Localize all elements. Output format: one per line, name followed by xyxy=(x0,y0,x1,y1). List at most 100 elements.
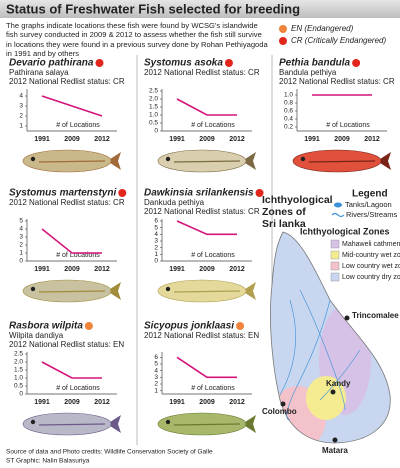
y-axis-label: # of Locations xyxy=(191,385,235,392)
legend-label: Mid-country wet zone xyxy=(342,252,400,259)
y-axis-label: # of Locations xyxy=(56,252,100,259)
y-tick-label: 1.0 xyxy=(14,375,23,382)
fish-stripe xyxy=(173,423,241,426)
fish-tail xyxy=(107,415,121,433)
legend-swatch xyxy=(330,250,340,260)
fish-stripe xyxy=(38,423,106,426)
city-dot xyxy=(332,437,338,443)
x-tick-label: 1991 xyxy=(34,136,50,143)
footer-text: ST Graphic: Nalin Balasuriya xyxy=(6,458,90,465)
fish-eye xyxy=(165,419,171,425)
y-tick-label: 3 xyxy=(19,234,23,241)
chart-title: Sicyopus jonklaasi xyxy=(144,321,234,332)
y-tick-label: 1 xyxy=(19,250,23,257)
x-tick-label: 2009 xyxy=(64,266,80,273)
x-tick-label: 2012 xyxy=(94,266,110,273)
y-tick-label: 6 xyxy=(154,218,158,225)
city-label: Kandy xyxy=(326,379,351,388)
fish-eye xyxy=(30,419,36,425)
y-tick-label: 3 xyxy=(154,238,158,245)
data-line xyxy=(176,98,237,116)
legend-label: Low country wet zone xyxy=(342,263,400,270)
fish-eye xyxy=(30,286,36,292)
y-tick-label: 3 xyxy=(154,374,158,381)
y-tick-label: 4 xyxy=(19,93,23,100)
y-axis-label: # of Locations xyxy=(56,385,100,392)
intro-text: The graphs indicate locations these fish… xyxy=(6,21,268,59)
legend-swatch xyxy=(330,239,340,249)
y-tick-label: 2.0 xyxy=(14,359,23,366)
y-tick-label: 1.5 xyxy=(14,367,23,374)
y-tick-label: 2 xyxy=(19,113,23,120)
y-tick-label: 6 xyxy=(154,354,158,361)
y-tick-label: 0.5 xyxy=(14,383,23,390)
fish-eye xyxy=(165,156,171,162)
status-dot xyxy=(255,189,264,197)
x-tick-label: 2012 xyxy=(364,136,380,143)
legend-label: Rivers/Streams xyxy=(346,210,398,219)
y-tick-label: 2.5 xyxy=(14,351,23,358)
legend-swatch xyxy=(330,272,340,282)
city-dot xyxy=(280,401,286,407)
rivers xyxy=(279,289,361,421)
fish-tail xyxy=(377,152,391,170)
fish-tail xyxy=(242,415,256,433)
fish-stripe xyxy=(38,160,106,163)
fish-tail xyxy=(107,282,121,300)
x-tick-label: 1991 xyxy=(169,399,185,406)
y-tick-label: 0 xyxy=(19,258,23,265)
legend-title: Legend xyxy=(352,189,388,200)
y-tick-label: 2 xyxy=(19,242,23,249)
fish-eye xyxy=(30,156,36,162)
status-legend-label: EN (Endangered) xyxy=(291,24,354,33)
status-dot xyxy=(279,25,287,33)
fish-eye xyxy=(165,286,171,292)
legend-swatch xyxy=(330,261,340,271)
zone-area xyxy=(306,376,346,420)
y-axis-label: # of Locations xyxy=(191,252,235,259)
fish-tail xyxy=(242,152,256,170)
y-tick-label: 0 xyxy=(19,391,23,398)
footer-text: Source of data and Photo credits: Wildli… xyxy=(6,449,213,456)
chart-status: 2012 National Redlist status: CR xyxy=(144,68,260,77)
y-tick-label: 0.4 xyxy=(284,116,293,123)
y-axis-label: # of Locations xyxy=(326,122,370,129)
x-tick-label: 1991 xyxy=(169,266,185,273)
chart-title: Systomus asoka xyxy=(144,58,223,69)
chart-status: 2012 National Redlist status: CR xyxy=(279,77,395,86)
y-tick-label: 5 xyxy=(19,218,23,225)
data-line xyxy=(176,220,237,236)
x-tick-label: 2009 xyxy=(334,136,350,143)
fish-stripe xyxy=(173,160,241,163)
x-tick-label: 2009 xyxy=(199,266,215,273)
x-tick-label: 1991 xyxy=(169,136,185,143)
y-tick-label: 2.0 xyxy=(149,96,158,103)
y-tick-label: 1 xyxy=(154,387,158,394)
legend-label: Low country dry zone xyxy=(342,274,400,281)
city-dot xyxy=(344,315,350,321)
x-tick-label: 2009 xyxy=(64,136,80,143)
city-dot xyxy=(330,389,336,395)
y-tick-label: 2 xyxy=(154,244,158,251)
status-dot xyxy=(352,59,361,67)
city-label: Colombo xyxy=(262,407,297,416)
city-label: Matara xyxy=(322,446,348,455)
y-tick-label: 3 xyxy=(19,103,23,110)
chart-subtitle: Wilpita dandiya xyxy=(9,331,64,340)
city-label: Trincomalee xyxy=(352,311,399,320)
chart-title: Pethia bandula xyxy=(279,58,351,69)
chart-subtitle: Pathirana salaya xyxy=(9,68,69,77)
status-dot xyxy=(236,322,245,330)
fish-eye xyxy=(300,156,306,162)
y-tick-label: 2.5 xyxy=(149,88,158,95)
x-tick-label: 2012 xyxy=(229,136,245,143)
chart-status: 2012 National Redlist status: EN xyxy=(9,340,124,349)
legend-label: Mahaweli cathment xyxy=(342,241,400,248)
x-tick-label: 2009 xyxy=(199,399,215,406)
chart-title: Systomus martenstyni xyxy=(9,188,116,199)
data-line xyxy=(41,361,102,379)
y-tick-label: 5 xyxy=(154,361,158,368)
y-tick-label: 4 xyxy=(19,226,23,233)
chart-title: Dawkinsia srilankensis xyxy=(144,188,254,199)
